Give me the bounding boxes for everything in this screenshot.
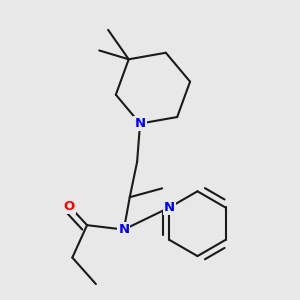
Text: O: O	[64, 200, 75, 212]
Text: N: N	[118, 223, 129, 236]
Text: N: N	[164, 201, 175, 214]
Text: N: N	[134, 117, 146, 130]
